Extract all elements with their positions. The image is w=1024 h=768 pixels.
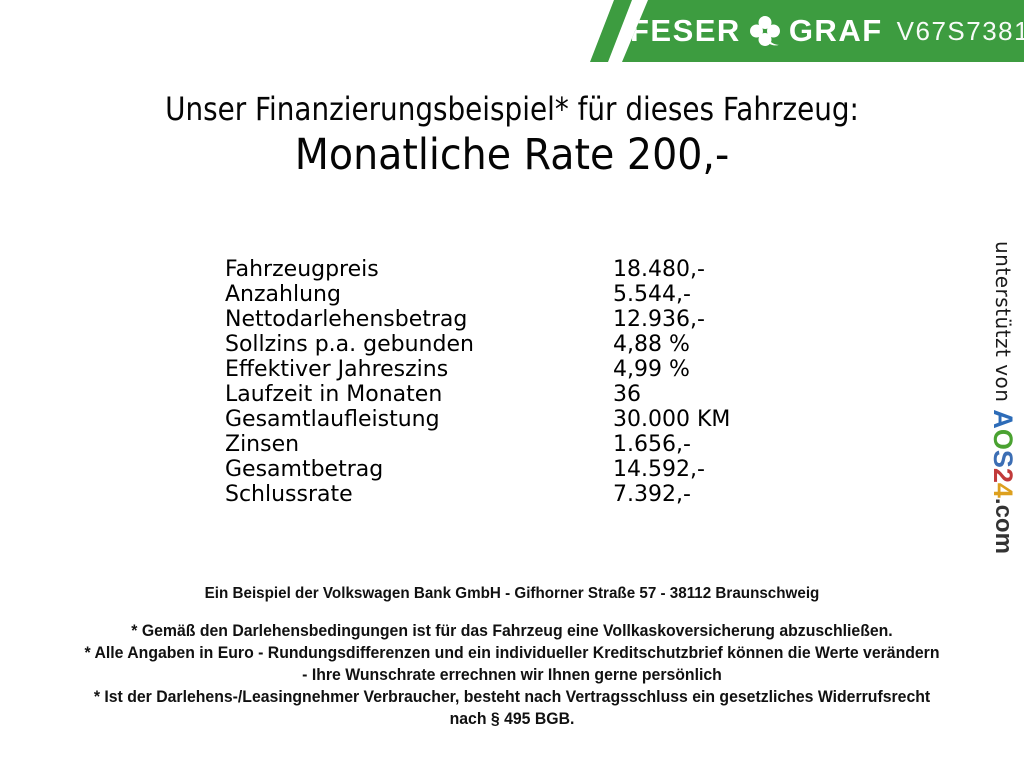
clover-icon xyxy=(748,14,782,48)
row-label: Sollzins p.a. gebunden xyxy=(225,332,474,357)
table-row: Fahrzeugpreis 18.480,- xyxy=(225,257,785,282)
row-value: 12.936,- xyxy=(613,307,705,332)
supported-by-vertical-text: unterstützt von AOS24.com xyxy=(987,241,1018,554)
table-row: Anzahlung 5.544,- xyxy=(225,282,785,307)
table-row: Nettodarlehensbetrag 12.936,- xyxy=(225,307,785,332)
brand-name-left: FESER xyxy=(629,13,741,48)
monthly-rate-title: Monatliche Rate 200,- xyxy=(294,130,730,180)
table-row: Sollzins p.a. gebunden 4,88 % xyxy=(225,332,785,357)
disclaimer-line: * Alle Angaben in Euro - Rundungsdiffere… xyxy=(84,643,940,662)
row-value: 4,99 % xyxy=(613,357,690,382)
aos24-logo-letter: A xyxy=(988,409,1018,429)
supported-by-label: unterstützt von xyxy=(991,241,1015,410)
aos24-logo-letter: O xyxy=(988,428,1018,450)
row-label: Gesamtlaufleistung xyxy=(225,407,440,432)
aos24-logo-letter: S xyxy=(988,449,1018,468)
brand-name-right: GRAF xyxy=(788,13,883,48)
disclaimer-line: - Ihre Wunschrate errechnen wir Ihnen ge… xyxy=(302,665,722,684)
heading-block: Unser Finanzierungsbeispiel* für dieses … xyxy=(0,90,1024,180)
row-label: Schlussrate xyxy=(225,482,353,507)
row-label: Fahrzeugpreis xyxy=(225,257,379,282)
aos24-logo-letter: 2 xyxy=(988,467,1018,483)
disclaimer-line: * Ist der Darlehens-/Leasingnehmer Verbr… xyxy=(93,687,931,706)
row-label: Gesamtbetrag xyxy=(225,457,384,482)
bank-address-line: Ein Beispiel der Volkswagen Bank GmbH - … xyxy=(204,585,820,602)
dealer-banner: FESER GRAF V67S73813 xyxy=(622,0,1024,62)
aos24-logo-suffix: .com xyxy=(990,497,1017,554)
row-value: 30.000 KM xyxy=(613,407,731,432)
aos24-logo-letter: 4 xyxy=(988,482,1018,498)
table-row: Gesamtlaufleistung 30.000 KM xyxy=(225,407,785,432)
row-label: Effektiver Jahreszins xyxy=(225,357,449,382)
table-row: Zinsen 1.656,- xyxy=(225,432,785,457)
row-value: 7.392,- xyxy=(613,482,691,507)
row-label: Laufzeit in Monaten xyxy=(225,382,443,407)
row-value: 14.592,- xyxy=(613,457,705,482)
disclaimer-line: * Gemäß den Darlehensbedingungen ist für… xyxy=(131,621,893,640)
row-value: 36 xyxy=(613,382,641,407)
finance-table: Fahrzeugpreis 18.480,- Anzahlung 5.544,-… xyxy=(225,257,785,507)
disclaimer-block: * Gemäß den Darlehensbedingungen ist für… xyxy=(36,620,988,730)
row-label: Anzahlung xyxy=(225,282,341,307)
disclaimer-line: nach § 495 BGB. xyxy=(449,709,575,728)
row-label: Zinsen xyxy=(225,432,300,457)
row-value: 18.480,- xyxy=(613,257,705,282)
row-value: 4,88 % xyxy=(613,332,690,357)
table-row: Schlussrate 7.392,- xyxy=(225,482,785,507)
row-value: 1.656,- xyxy=(613,432,691,457)
table-row: Laufzeit in Monaten 36 xyxy=(225,382,785,407)
table-row: Effektiver Jahreszins 4,99 % xyxy=(225,357,785,382)
banner-accent-stripe xyxy=(590,0,632,62)
row-value: 5.544,- xyxy=(613,282,691,307)
table-row: Gesamtbetrag 14.592,- xyxy=(225,457,785,482)
row-label: Nettodarlehensbetrag xyxy=(225,307,468,332)
financing-example-title: Unser Finanzierungsbeispiel* für dieses … xyxy=(165,90,859,128)
vehicle-code: V67S73813 xyxy=(896,15,1024,46)
